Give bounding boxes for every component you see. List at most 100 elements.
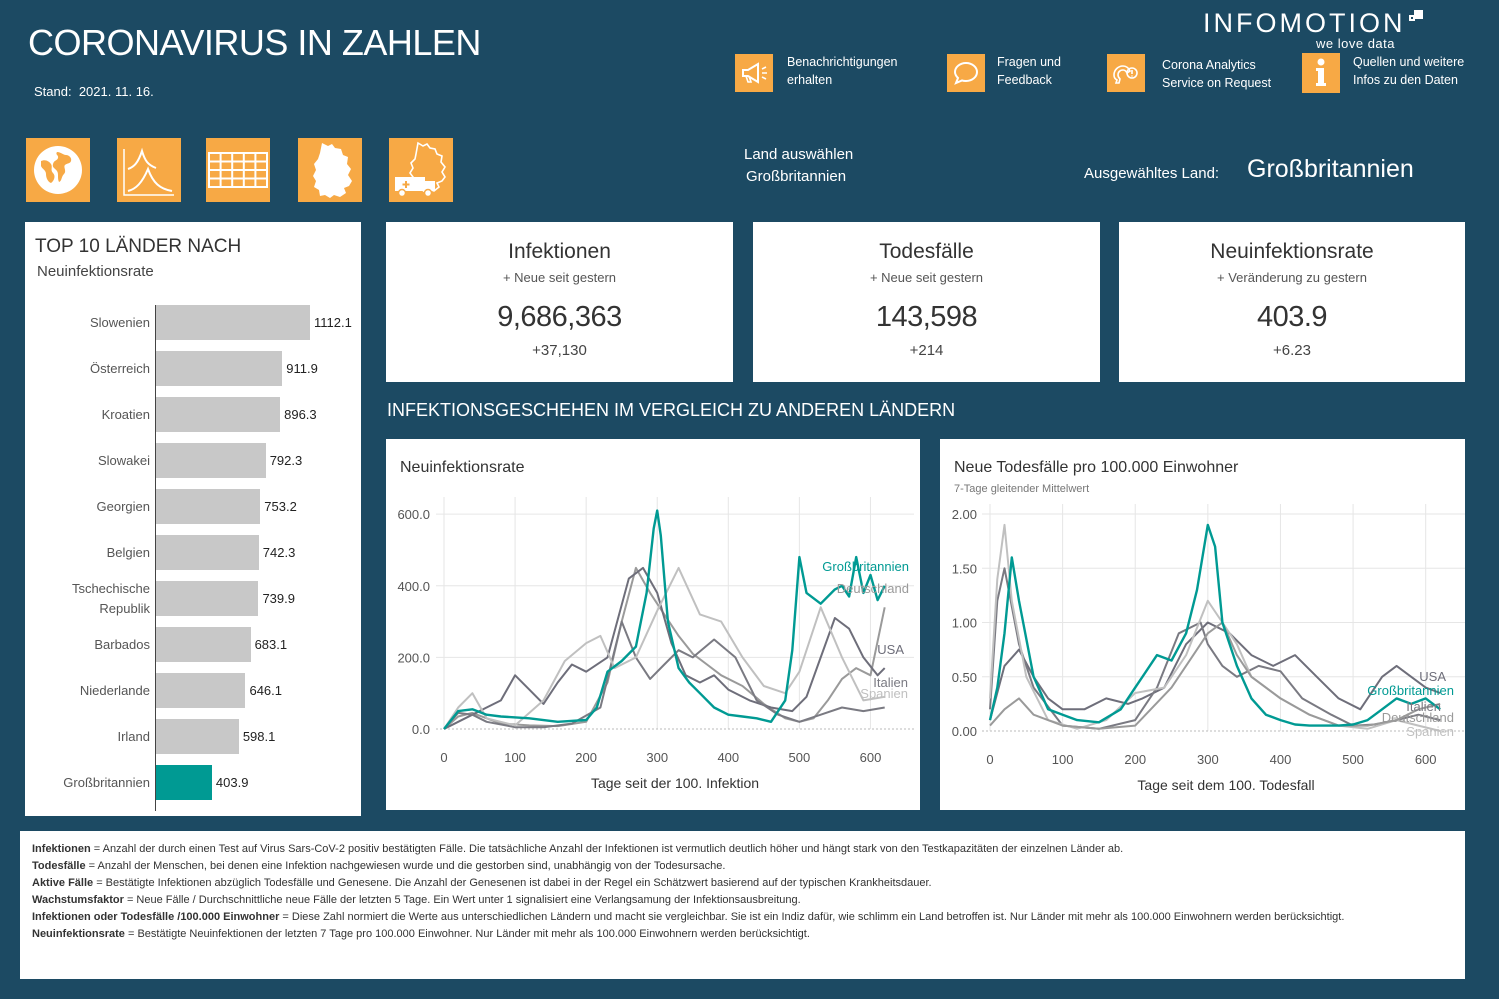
series-line: [443, 566, 886, 730]
logo-name: INFOMOTION: [1203, 8, 1406, 38]
kpi-infections-value: 9,686,363: [497, 301, 622, 333]
death-rate-chart: Neue Todesfälle pro 100.000 Einwohner 7-T…: [952, 459, 1470, 793]
x-tick-label: 500: [1342, 752, 1364, 767]
selected-country-label: Ausgewähltes Land:: [1084, 165, 1220, 182]
x-tick-label: 0: [440, 750, 447, 765]
bar-axis-line: [155, 305, 156, 811]
x-tick-label: 300: [1197, 752, 1219, 767]
bar-row[interactable]: Österreich 911.9: [25, 351, 361, 386]
x-tick-label: 400: [717, 750, 739, 765]
x-tick-label: 100: [504, 750, 526, 765]
bar: [156, 627, 251, 662]
curve-chart-icon: [123, 147, 174, 196]
series-line: [989, 621, 1441, 721]
bar-label: Barbados: [94, 636, 150, 652]
nav-germany-vehicle-button[interactable]: [389, 138, 453, 202]
top10-panel: TOP 10 LÄNDER NACH Neuinfektionsrate Slo…: [25, 222, 361, 816]
bar-row[interactable]: Kroatien 896.3: [25, 397, 361, 432]
definition-item: Infektionen = Anzahl der durch einen Tes…: [32, 843, 1124, 855]
bar-row[interactable]: Georgien 753.2: [25, 489, 361, 524]
country-select-dropdown[interactable]: Großbritannien: [746, 168, 847, 185]
bar: [156, 489, 261, 524]
stand-date: Stand: 2021. 11. 16.: [34, 84, 154, 99]
analytics-line1: Corona Analytics: [1162, 58, 1256, 72]
series-line: [988, 523, 1441, 727]
notifications-action[interactable]: Benachrichtigungen erhalten: [735, 54, 898, 92]
bar-value: 896.3: [284, 407, 317, 422]
bar-row[interactable]: Großbritannien 403.9: [25, 765, 361, 800]
bar: [156, 351, 283, 386]
chart-subtitle: 7-Tage gleitender Mittelwert: [954, 483, 1089, 495]
sources-info-action[interactable]: Quellen und weitere Infos zu den Daten: [1302, 53, 1464, 93]
x-tick-label: 100: [1052, 752, 1074, 767]
table-grid-icon: [208, 152, 268, 188]
analytics-line2: Service on Request: [1162, 76, 1272, 90]
series-line: [443, 509, 886, 730]
kpi-deaths: Todesfälle + Neue seit gestern 143,598 +…: [753, 222, 1100, 382]
selected-country-value: Großbritannien: [1247, 155, 1414, 183]
x-tick-label: 0: [986, 752, 993, 767]
bar: [156, 397, 281, 432]
kpi-rate-delta: +6.23: [1273, 342, 1311, 359]
section-title: INFEKTIONSGESCHEHEN IM VERGLEICH ZU ANDE…: [387, 400, 956, 420]
page-title: CORONAVIRUS IN ZAHLEN: [28, 22, 481, 63]
bar-row[interactable]: Niederlande 646.1: [25, 673, 361, 708]
y-tick-label: 1.50: [952, 561, 977, 576]
infection-rate-chart: Neuinfektionsrate 0 100 200 300 400 500 600 0.0 2…: [397, 459, 914, 791]
logo-tagline: we love data: [1316, 36, 1395, 51]
notifications-line2: erhalten: [787, 73, 833, 87]
notifications-line1: Benachrichtigungen: [787, 55, 898, 69]
bar-value: 742.3: [262, 545, 296, 560]
kpi-deaths-delta: +214: [909, 342, 944, 359]
bar-label: Georgien: [96, 498, 150, 514]
definition-item: Wachstumsfaktor = Neue Fälle / Durchschn…: [32, 894, 801, 906]
top10-bar-chart: Slowenien 1112.1 Österreich 911.9 Kroatien 89…: [25, 222, 361, 816]
bar-label: Tschechische Republik: [71, 580, 150, 616]
country-select-label: Land auswählen: [744, 146, 854, 163]
y-tick-label: 200.0: [397, 650, 430, 665]
top10-title: TOP 10 LÄNDER NACH: [35, 236, 242, 257]
bar: [156, 305, 310, 340]
bar-value: 753.2: [264, 499, 297, 514]
series-line: [989, 523, 1441, 732]
nav-curve-button[interactable]: [117, 138, 181, 202]
bar-row[interactable]: Irland 598.1: [25, 719, 361, 754]
bar-row[interactable]: Slowakei 792.3: [25, 443, 361, 478]
nav-world-button[interactable]: [26, 138, 90, 202]
feedback-action[interactable]: Fragen und Feedback: [947, 54, 1061, 92]
bar-value: 646.1: [249, 683, 283, 698]
analytics-service-action[interactable]: Corona Analytics Service on Request: [1107, 54, 1271, 92]
y-tick-label: 600.0: [397, 507, 430, 522]
series-label: Großbritannien: [822, 559, 909, 574]
bar-row[interactable]: Slowenien 1112.1: [25, 305, 361, 340]
bar-value: 598.1: [242, 729, 276, 744]
bar: [156, 581, 259, 616]
bar-value: 1112.1: [314, 315, 352, 330]
y-tick-label: 1.00: [952, 616, 977, 631]
bar-value: 911.9: [286, 361, 318, 376]
kpi-infections-delta: +37,130: [532, 342, 587, 359]
bar-label: Österreich: [90, 360, 150, 376]
series-label: Spanien: [1406, 724, 1454, 739]
bar-value: 403.9: [215, 775, 249, 790]
infomotion-logo[interactable]: INFOMOTION we love data: [1203, 8, 1433, 52]
x-tick-label: 500: [789, 750, 811, 765]
infection-rate-chart-panel: Neuinfektionsrate 0 100 200 300 400 500 600 0.0 2…: [386, 439, 920, 810]
nav-germany-button[interactable]: [298, 138, 362, 202]
kpi-rate: Neuinfektionsrate + Veränderung zu geste…: [1119, 222, 1465, 382]
series-label: USA: [877, 642, 904, 657]
series-label: Italien: [1406, 699, 1441, 714]
y-tick-label: 0.50: [952, 670, 977, 685]
nav-table-button[interactable]: [206, 138, 270, 202]
y-tick-label: 0.00: [952, 724, 977, 739]
stand-label: Stand:: [34, 84, 72, 99]
feedback-line1: Fragen und: [997, 55, 1061, 69]
bar-row[interactable]: Tschechische Republik 739.9: [25, 581, 361, 616]
x-tick-label: 400: [1270, 752, 1292, 767]
chart-title: Neue Todesfälle pro 100.000 Einwohner: [954, 459, 1239, 476]
bar-row[interactable]: Belgien 742.3: [25, 535, 361, 570]
definition-item: Aktive Fälle = Bestätigte Infektionen ab…: [32, 877, 932, 889]
y-tick-label: 400.0: [397, 579, 430, 594]
bar: [156, 535, 259, 570]
bar-row[interactable]: Barbados 683.1: [25, 627, 361, 662]
